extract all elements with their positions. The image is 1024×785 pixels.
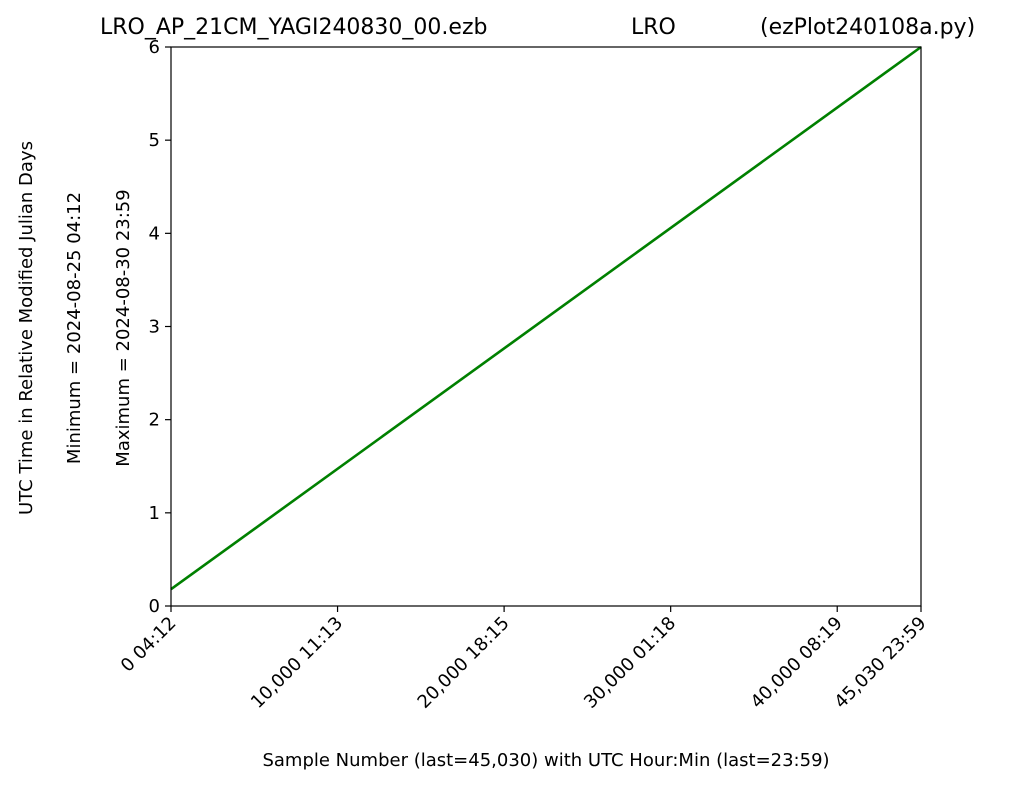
x-tick-label: 30,000 01:18 bbox=[580, 613, 680, 713]
chart-title-right: (ezPlot240108a.py) bbox=[760, 15, 975, 40]
y-tick-label: 3 bbox=[149, 317, 160, 338]
x-tick-label: 0 04:12 bbox=[117, 613, 181, 677]
y-axis-ticks: 0 1 2 3 4 5 6 bbox=[149, 37, 171, 617]
x-axis-label: Sample Number (last=45,030) with UTC Hou… bbox=[262, 750, 829, 771]
x-axis-ticks: 0 04:12 10,000 11:13 20,000 18:15 30,000 01… bbox=[117, 606, 931, 713]
series-layer bbox=[170, 45, 922, 591]
y-axis-minimum-label: Minimum = 2024-08-25 04:12 bbox=[64, 192, 85, 464]
y-tick-label: 4 bbox=[149, 223, 160, 244]
y-tick-label: 6 bbox=[149, 37, 160, 58]
chart-title-left: LRO_AP_21CM_YAGI240830_00.ezb bbox=[100, 15, 487, 40]
y-axis-label: UTC Time in Relative Modified Julian Day… bbox=[16, 141, 37, 515]
y-tick-label: 5 bbox=[149, 130, 160, 151]
x-tick-label: 10,000 11:13 bbox=[247, 613, 347, 713]
x-tick-label: 20,000 18:15 bbox=[414, 613, 514, 713]
y-tick-label: 0 bbox=[149, 596, 160, 617]
y-axis-maximum-label: Maximum = 2024-08-30 23:59 bbox=[113, 189, 134, 466]
series-line bbox=[170, 45, 922, 591]
chart-title-center: LRO bbox=[631, 15, 676, 40]
y-tick-label: 2 bbox=[149, 410, 160, 431]
plot-frame bbox=[170, 46, 922, 607]
y-tick-label: 1 bbox=[149, 503, 160, 524]
